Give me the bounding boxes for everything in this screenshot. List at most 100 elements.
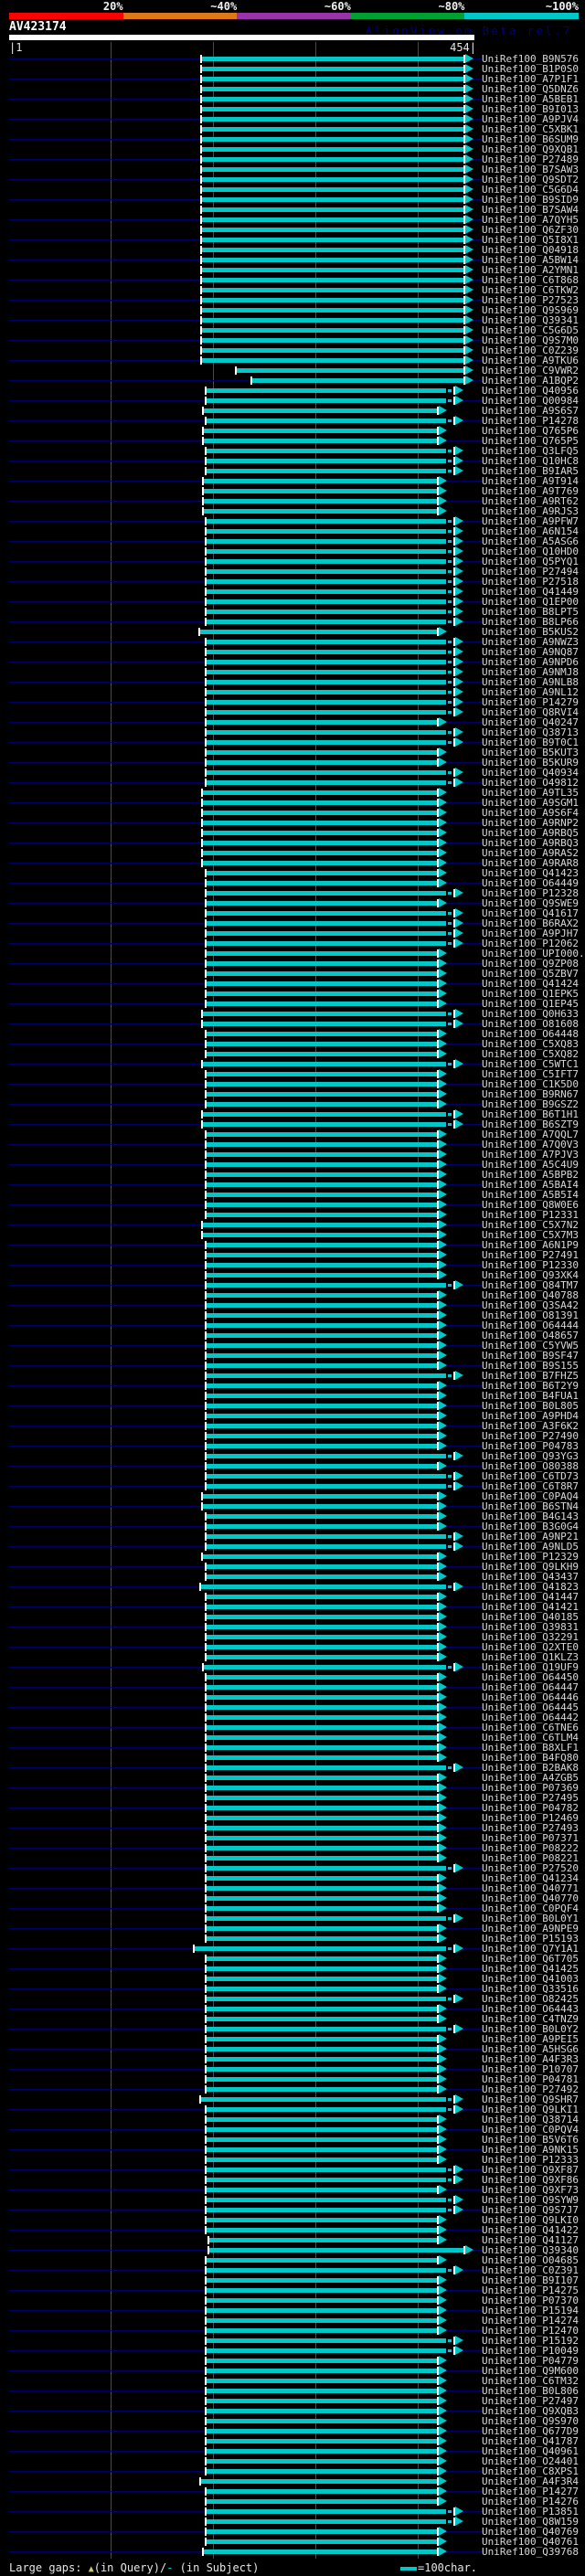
hit-bar[interactable] [206,1283,446,1288]
hit-bar[interactable] [206,1142,437,1147]
hit-bar[interactable] [206,640,446,644]
hit-bar[interactable] [206,1102,437,1107]
hit-label[interactable]: UniRef100_P14277 [482,2486,579,2497]
hit-label[interactable]: UniRef100_Q00984 [482,395,579,407]
hit-label[interactable]: UniRef100_A7QYH5 [482,214,579,226]
hit-bar[interactable] [206,1092,437,1097]
hit-bar[interactable] [206,2147,437,2152]
hit-bar[interactable] [206,1544,446,1549]
hit-bar[interactable] [206,1132,437,1137]
hit-label[interactable]: UniRef100_Q41127 [482,2234,579,2246]
hit-label[interactable]: UniRef100_Q40247 [482,716,579,728]
hit-bar[interactable] [206,1705,437,1710]
hit-label[interactable]: UniRef100_C9VWR2 [482,365,579,376]
hit-label[interactable]: UniRef100_Q41787 [482,2435,579,2447]
hit-label[interactable]: UniRef100_Q10HC8 [482,455,579,467]
hit-bar[interactable] [206,1574,437,1579]
hit-bar[interactable] [203,439,437,443]
hit-bar[interactable] [206,680,446,684]
hit-label[interactable]: UniRef100_Q1EP00 [482,596,579,608]
hit-bar[interactable] [203,429,437,433]
hit-label[interactable]: UniRef100_A7P1F1 [482,73,579,85]
hit-label[interactable]: UniRef100_B9S155 [482,1360,579,1372]
hit-bar[interactable] [206,1152,437,1157]
hit-label[interactable]: UniRef100_P14275 [482,2284,579,2296]
hit-bar[interactable] [206,2318,437,2323]
hit-bar[interactable] [206,1243,437,1247]
hit-label[interactable]: UniRef100_Q765P6 [482,425,579,437]
hit-label[interactable]: UniRef100_O24401 [482,2455,579,2467]
hit-bar[interactable] [206,2278,437,2283]
hit-bar[interactable] [201,288,463,292]
hit-label[interactable]: UniRef100_C4TNZ9 [482,2013,579,2025]
hit-label[interactable]: UniRef100_Q40761 [482,2536,579,2548]
hit-label[interactable]: UniRef100_B6SUM9 [482,133,579,145]
hit-label[interactable]: UniRef100_P04783 [482,1440,579,1452]
hit-label[interactable]: UniRef100_P27494 [482,566,579,578]
hit-label[interactable]: UniRef100_A2YMN1 [482,264,579,276]
hit-bar[interactable] [202,1233,437,1237]
hit-label[interactable]: UniRef100_Q41449 [482,586,579,598]
hit-label[interactable]: UniRef100_P07370 [482,2295,579,2306]
hit-bar[interactable] [201,77,463,81]
hit-label[interactable]: UniRef100_Q8W159 [482,2516,579,2528]
hit-label[interactable]: UniRef100_C5XQ82 [482,1048,579,1060]
hit-label[interactable]: UniRef100_P12328 [482,887,579,899]
hit-label[interactable]: UniRef100_A3F6K2 [482,1420,579,1432]
hit-bar[interactable] [200,2479,437,2484]
hit-label[interactable]: UniRef100_A9RJS3 [482,505,579,517]
hit-label[interactable]: UniRef100_B9IAR5 [482,465,579,477]
hit-label[interactable]: UniRef100_B0L805 [482,1400,579,1412]
hit-bar[interactable] [203,408,437,413]
hit-label[interactable]: UniRef100_A9NWZ3 [482,636,579,648]
hit-label[interactable]: UniRef100_Q9XF86 [482,2174,579,2186]
hit-bar[interactable] [206,2268,446,2273]
hit-bar[interactable] [206,1786,437,1790]
hit-label[interactable]: UniRef100_B6T1H1 [482,1108,579,1120]
hit-bar[interactable] [206,1886,437,1891]
hit-bar[interactable] [201,338,463,343]
hit-bar[interactable] [206,2168,446,2172]
hit-label[interactable]: UniRef100_Q9SDT2 [482,174,579,186]
hit-bar[interactable] [206,670,446,674]
hit-label[interactable]: UniRef100_UPI000.. [482,948,585,959]
hit-bar[interactable] [206,2469,437,2474]
hit-bar[interactable] [206,2539,437,2544]
hit-label[interactable]: UniRef100_O81608 [482,1018,579,1030]
hit-label[interactable]: UniRef100_Q1EPK5 [482,988,579,1000]
hit-label[interactable]: UniRef100_C6TLM4 [482,1732,579,1744]
hit-bar[interactable] [206,2178,446,2182]
hit-bar[interactable] [203,2549,437,2554]
hit-label[interactable]: UniRef100_Q40771 [482,1882,579,1894]
hit-label[interactable]: UniRef100_P07371 [482,1832,579,1844]
hit-label[interactable]: UniRef100_P13851 [482,2506,579,2518]
hit-label[interactable]: UniRef100_P14276 [482,2496,579,2507]
hit-label[interactable]: UniRef100_B9SID9 [482,194,579,206]
hit-label[interactable]: UniRef100_Q40956 [482,385,579,397]
hit-bar[interactable] [206,2077,437,2082]
hit-bar[interactable] [206,599,446,604]
hit-label[interactable]: UniRef100_P12329 [482,1551,579,1563]
hit-bar[interactable] [206,2419,437,2423]
hit-label[interactable]: UniRef100_Q9XQB1 [482,143,579,155]
hit-bar[interactable] [206,579,446,584]
hit-bar[interactable] [206,549,446,554]
hit-label[interactable]: UniRef100_A9S6S7 [482,405,579,417]
hit-bar[interactable] [206,1615,437,1619]
hit-label[interactable]: UniRef100_A9SGM1 [482,797,579,809]
hit-bar[interactable] [206,1725,437,1730]
hit-bar[interactable] [206,2258,437,2263]
hit-bar[interactable] [206,961,437,966]
hit-bar[interactable] [206,539,446,544]
hit-bar[interactable] [206,1032,437,1036]
hit-label[interactable]: UniRef100_A9NP21 [482,1531,579,1542]
hit-bar[interactable] [201,157,463,162]
hit-label[interactable]: UniRef100_A9NQ87 [482,646,579,658]
hit-label[interactable]: UniRef100_C6T8R7 [482,1480,579,1492]
hit-bar[interactable] [202,811,437,815]
hit-bar[interactable] [206,1595,437,1599]
hit-label[interactable]: UniRef100_O64446 [482,1691,579,1703]
hit-bar[interactable] [208,2238,437,2242]
hit-label[interactable]: UniRef100_A9T769 [482,485,579,497]
hit-label[interactable]: UniRef100_Q5DNZ6 [482,83,579,95]
